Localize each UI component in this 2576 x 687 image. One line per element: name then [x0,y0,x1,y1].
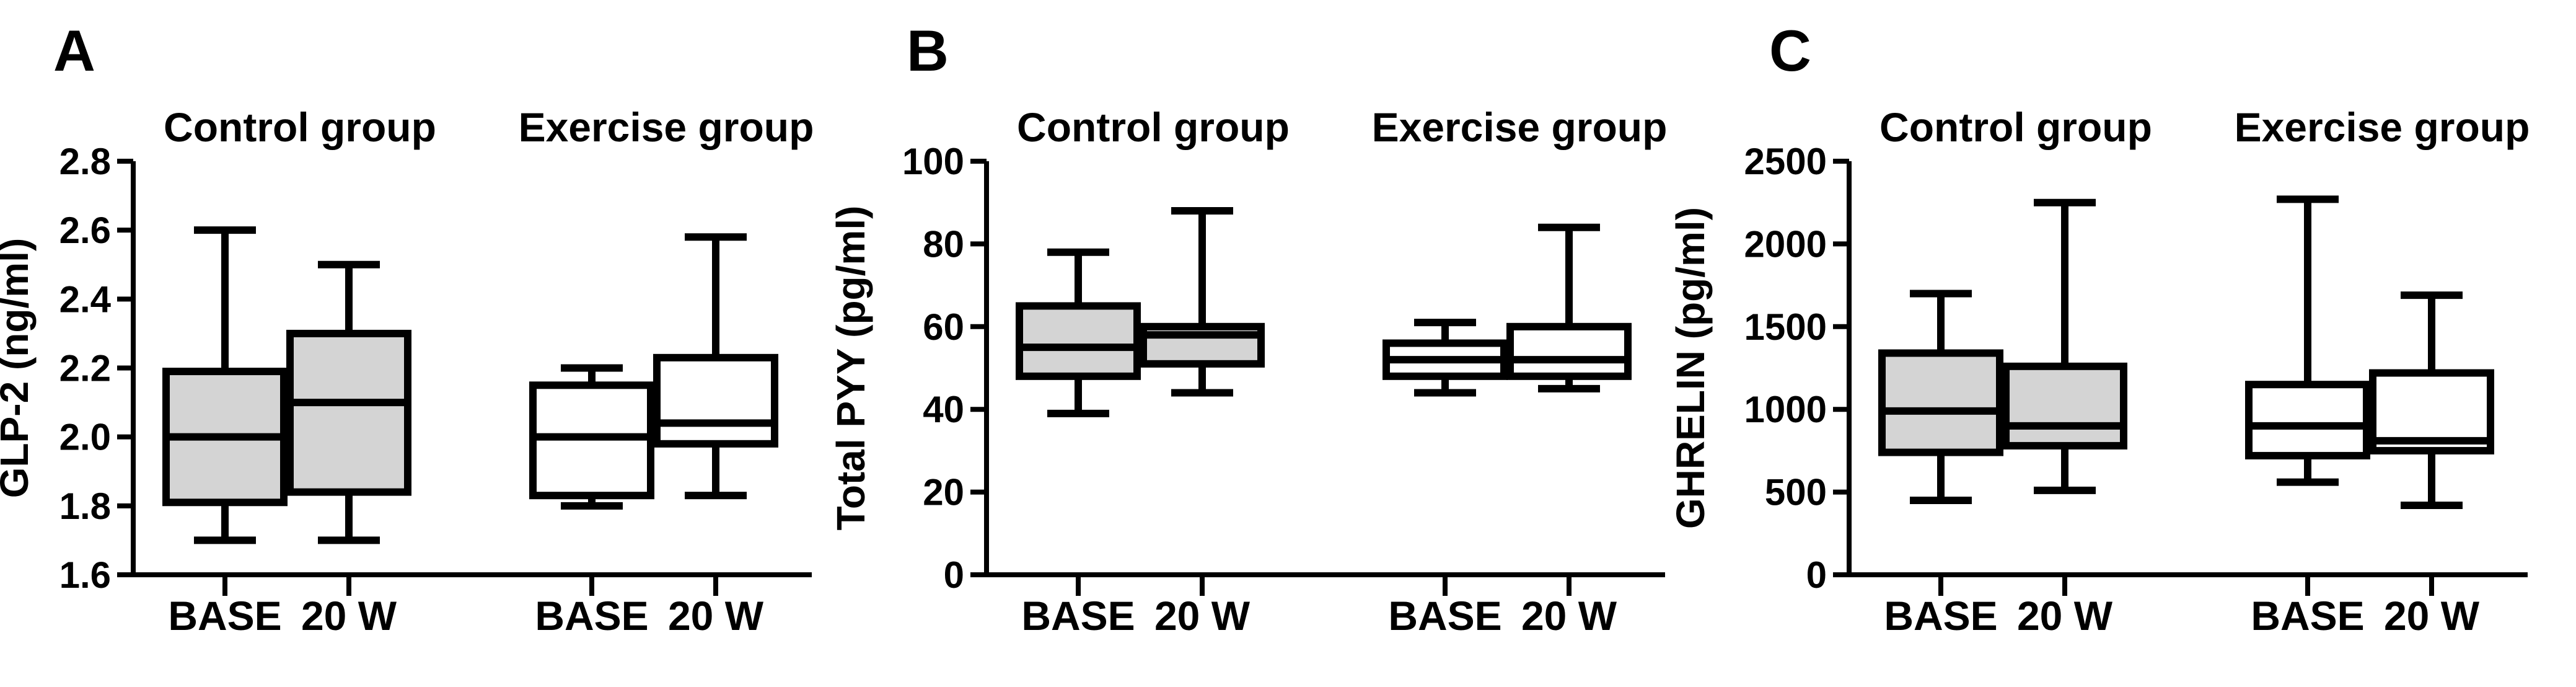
box-plot-exercise-20w: 20 W [653,233,778,639]
panel-letter: B [907,18,949,83]
category-label: 20 W [1521,593,1617,639]
y-tick-label: 2.0 [59,417,111,458]
y-tick-label: 0 [1806,554,1827,596]
category-label: BASE [168,593,281,639]
y-tick-label: 100 [902,141,964,182]
y-axis-title: GHRELIN (pg/ml) [1668,207,1713,529]
category-label: 20 W [301,593,397,639]
category-label: BASE [1388,593,1501,639]
category-label: BASE [2251,593,2364,639]
iqr-box [653,353,778,448]
y-tick-label: 20 [923,472,964,513]
iqr-box [2002,362,2127,450]
y-tick-label: 500 [1765,472,1827,513]
category-label: 20 W [1154,593,1251,639]
group-title: Control group [1879,104,2152,150]
iqr-box [1878,349,2003,456]
y-tick-label: 1000 [1744,389,1827,430]
iqr-box [2245,381,2370,459]
box-plot-control-20w: 20 W [286,260,411,639]
category-label: BASE [1021,593,1135,639]
panel-letter: A [53,18,95,83]
box-plot-exercise-20w: 20 W [2369,291,2494,639]
box-plot-control-base: BASE [1878,290,2003,639]
y-tick-label: 1500 [1744,306,1827,348]
iqr-box [286,329,411,496]
box-plot-exercise-base: BASE [529,364,654,639]
y-axis-title: Total PYY (pg/ml) [829,206,873,531]
panel-letter: C [1769,18,1811,83]
y-tick-label: 2.4 [59,278,112,320]
category-label: BASE [1884,593,1997,639]
box-plot-exercise-20w: 20 W [1506,223,1632,639]
y-tick-label: 2.8 [59,141,111,182]
box-plot-exercise-base: BASE [1383,319,1508,639]
category-label: 20 W [2384,593,2480,639]
category-label: 20 W [668,593,764,639]
y-tick-label: 60 [923,306,964,348]
group-title: Exercise group [1372,104,1668,150]
category-label: 20 W [2017,593,2113,639]
y-tick-label: 2500 [1744,141,1827,182]
group-title: Control group [164,104,436,150]
y-tick-label: 1.6 [59,554,111,596]
panel-a: A 1.6 1.8 2.0 2.2 2.4 2.6 2.8 GLP-2 (ng/ml) Contr… [0,18,814,639]
group-title: Exercise group [519,104,814,150]
box-plot-control-base: BASE [162,226,288,639]
y-tick-label: 0 [944,554,964,596]
y-tick-label: 2000 [1744,223,1827,265]
iqr-box [1506,322,1632,380]
y-tick-label: 2.2 [59,348,111,389]
y-tick-label: 2.6 [59,210,111,251]
category-label: BASE [535,593,648,639]
box-plot-control-base: BASE [1016,248,1141,639]
iqr-box [1016,302,1141,380]
y-tick-label: 80 [923,223,964,265]
panel-b: B 0 20 40 60 80 100 Total PYY (pg/ml) Control gr… [829,18,1667,639]
box-plot-exercise-base: BASE [2245,195,2370,639]
box-plot-control-20w: 20 W [2002,198,2127,639]
y-tick-label: 1.8 [59,485,111,527]
panel-c: C 0 500 1000 1500 2000 2500 GHRELIN (pg/ml) Cont… [1668,18,2530,639]
y-tick-label: 40 [923,389,964,430]
group-title: Exercise group [2235,104,2530,150]
group-title: Control group [1017,104,1290,150]
box-plot-control-20w: 20 W [1140,207,1265,639]
y-axis-title: GLP-2 (ng/ml) [0,238,37,499]
